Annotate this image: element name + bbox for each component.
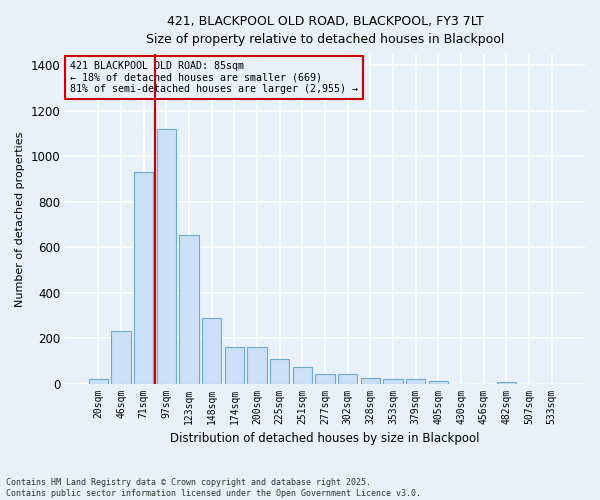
Bar [112, 332, 131, 384]
Bar [429, 381, 448, 384]
Bar [497, 382, 516, 384]
Bar [316, 374, 335, 384]
Bar [225, 346, 244, 384]
Bar [406, 378, 425, 384]
Bar [361, 378, 380, 384]
Bar [338, 374, 358, 384]
Bar [293, 366, 312, 384]
Text: Contains HM Land Registry data © Crown copyright and database right 2025.
Contai: Contains HM Land Registry data © Crown c… [6, 478, 421, 498]
Bar [89, 380, 108, 384]
Bar [202, 318, 221, 384]
Text: 421 BLACKPOOL OLD ROAD: 85sqm
← 18% of detached houses are smaller (669)
81% of : 421 BLACKPOOL OLD ROAD: 85sqm ← 18% of d… [70, 60, 358, 94]
Bar [383, 380, 403, 384]
Bar [270, 358, 289, 384]
X-axis label: Distribution of detached houses by size in Blackpool: Distribution of detached houses by size … [170, 432, 480, 445]
Y-axis label: Number of detached properties: Number of detached properties [15, 131, 25, 306]
Bar [179, 234, 199, 384]
Bar [247, 346, 267, 384]
Bar [157, 129, 176, 384]
Bar [134, 172, 154, 384]
Title: 421, BLACKPOOL OLD ROAD, BLACKPOOL, FY3 7LT
Size of property relative to detache: 421, BLACKPOOL OLD ROAD, BLACKPOOL, FY3 … [146, 15, 504, 46]
